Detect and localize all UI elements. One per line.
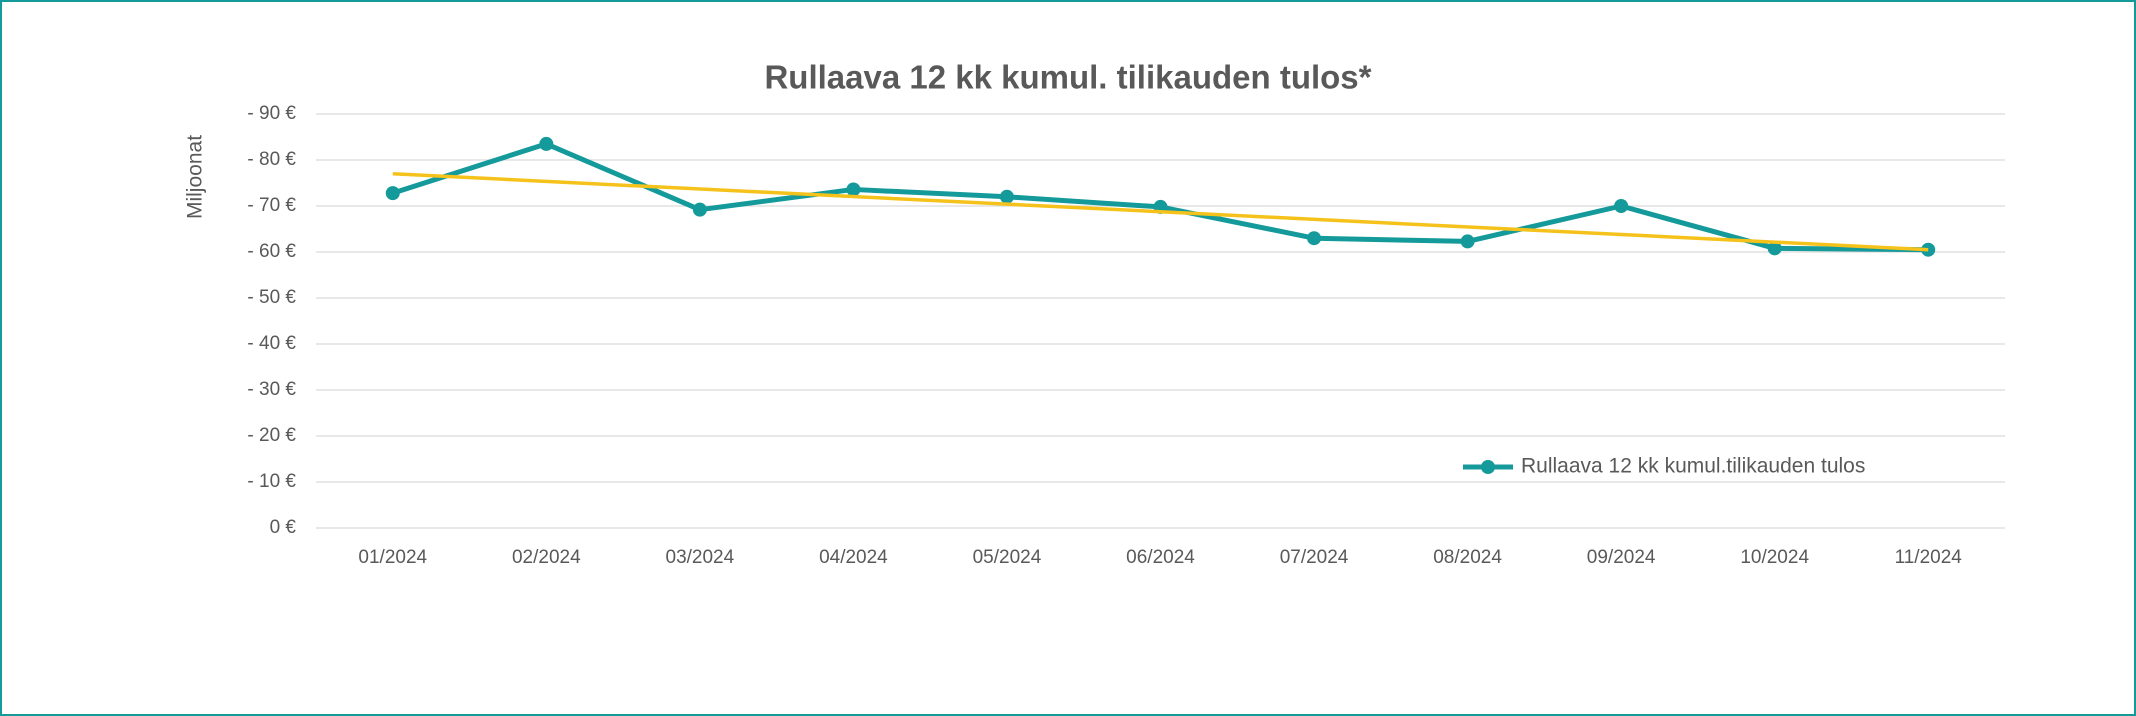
- y-tick-label: - 40 €: [247, 333, 296, 354]
- x-tick-label: 09/2024: [1587, 547, 1656, 568]
- y-tick-label: - 90 €: [247, 103, 296, 124]
- data-point: [385, 186, 400, 201]
- legend-marker: [1481, 460, 1495, 474]
- x-tick-label: 08/2024: [1433, 547, 1502, 568]
- legend-label: Rullaava 12 kk kumul.tilikauden tulos: [1521, 455, 1865, 478]
- y-tick-label: - 60 €: [247, 241, 296, 262]
- data-point: [1614, 199, 1629, 213]
- data-point: [846, 182, 861, 197]
- data-point: [1921, 242, 1936, 257]
- data-point: [1460, 234, 1475, 249]
- x-tick-label: 05/2024: [973, 547, 1042, 568]
- data-point: [1307, 231, 1322, 246]
- x-tick-label: 07/2024: [1280, 547, 1349, 568]
- y-tick-label: - 70 €: [247, 195, 296, 216]
- y-tick-label: - 80 €: [247, 149, 296, 170]
- data-point: [692, 202, 707, 217]
- trend-line: [392, 172, 1929, 252]
- x-tick-label: 01/2024: [358, 547, 427, 568]
- data-point: [999, 189, 1014, 204]
- y-tick-label: - 20 €: [247, 425, 296, 446]
- y-tick-label: - 30 €: [247, 379, 296, 400]
- y-tick-label: - 10 €: [247, 471, 296, 492]
- chart-title: Rullaava 12 kk kumul. tilikauden tulos*: [764, 59, 1371, 96]
- x-tick-label: 11/2024: [1895, 547, 1963, 568]
- x-tick-label: 02/2024: [512, 547, 581, 568]
- x-tick-label: 06/2024: [1126, 547, 1195, 568]
- x-tick-label: 03/2024: [666, 547, 735, 568]
- data-point: [1767, 241, 1782, 256]
- y-tick-label: 0 €: [270, 517, 297, 538]
- data-point: [539, 136, 554, 151]
- y-tick-label: - 50 €: [247, 287, 296, 308]
- x-tick-label: 04/2024: [819, 547, 888, 568]
- y-axis-label: Miljoonat: [184, 135, 207, 219]
- x-tick-label: 10/2024: [1740, 547, 1809, 568]
